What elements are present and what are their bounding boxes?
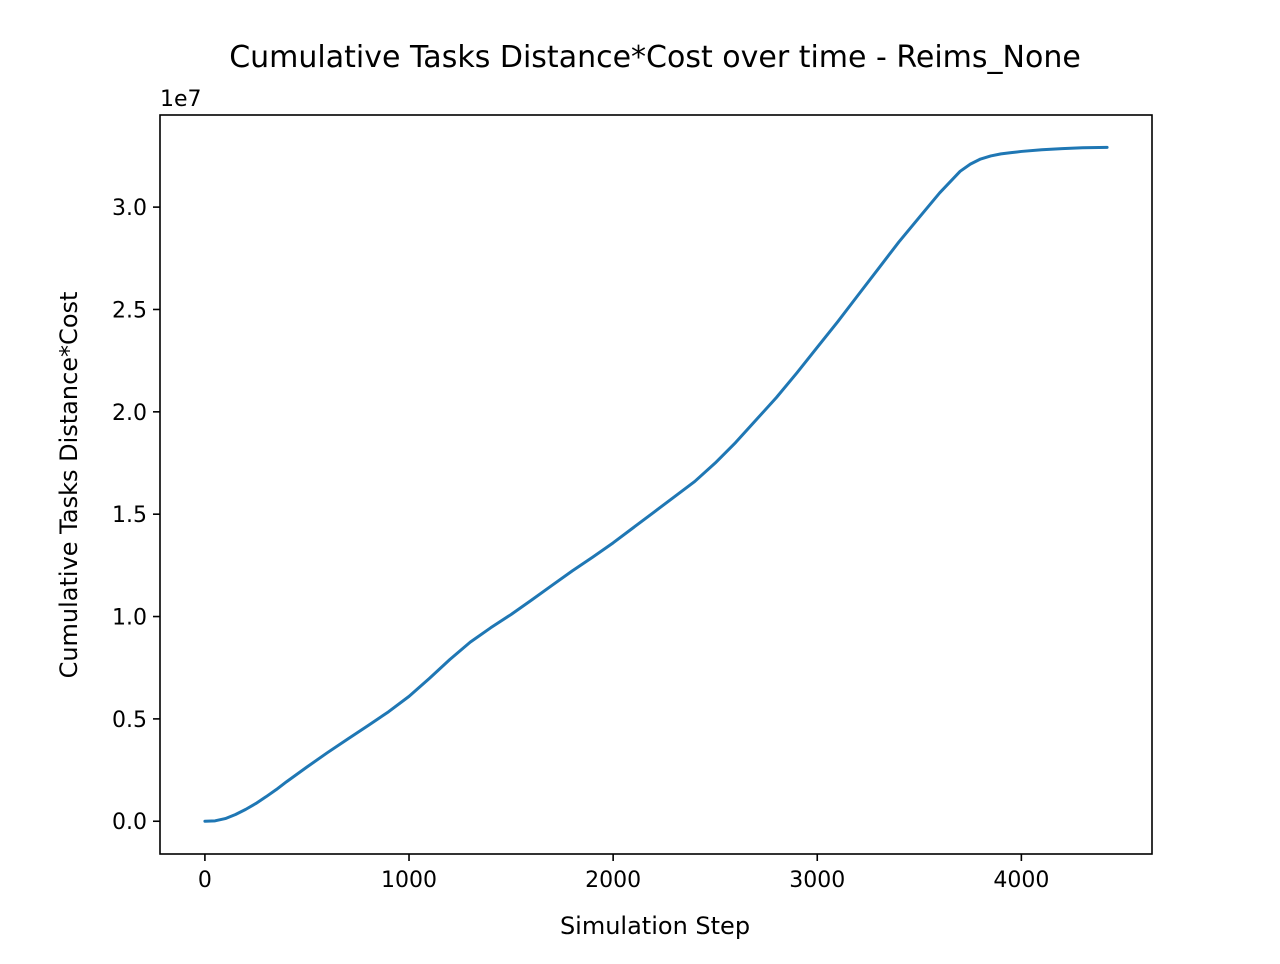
x-axis-label: Simulation Step	[560, 912, 750, 940]
x-tick-label: 2000	[585, 868, 641, 893]
y-tick-label: 2.5	[112, 298, 147, 323]
x-tick-label: 1000	[381, 868, 437, 893]
y-tick-label: 1.0	[112, 606, 147, 631]
y-tick-label: 1.5	[112, 503, 147, 528]
y-axis-offset-label: 1e7	[160, 87, 202, 112]
chart-title: Cumulative Tasks Distance*Cost over time…	[229, 40, 1081, 75]
y-tick-label: 0.0	[112, 810, 147, 835]
x-tick-label: 0	[198, 868, 212, 893]
y-axis-ticks: 0.0 0.5 1.0 1.5 2.0 2.5 3.0	[112, 196, 160, 835]
series-line	[203, 145, 1109, 823]
x-tick-label: 3000	[789, 868, 845, 893]
y-tick-label: 0.5	[112, 708, 147, 733]
x-tick-label: 4000	[993, 868, 1049, 893]
y-tick-label: 2.0	[112, 401, 147, 426]
y-tick-label: 3.0	[112, 196, 147, 221]
plot-area-frame	[159, 114, 1153, 855]
x-axis-ticks: 0 1000 2000 3000 4000	[198, 854, 1049, 893]
y-axis-label: Cumulative Tasks Distance*Cost	[55, 292, 83, 679]
